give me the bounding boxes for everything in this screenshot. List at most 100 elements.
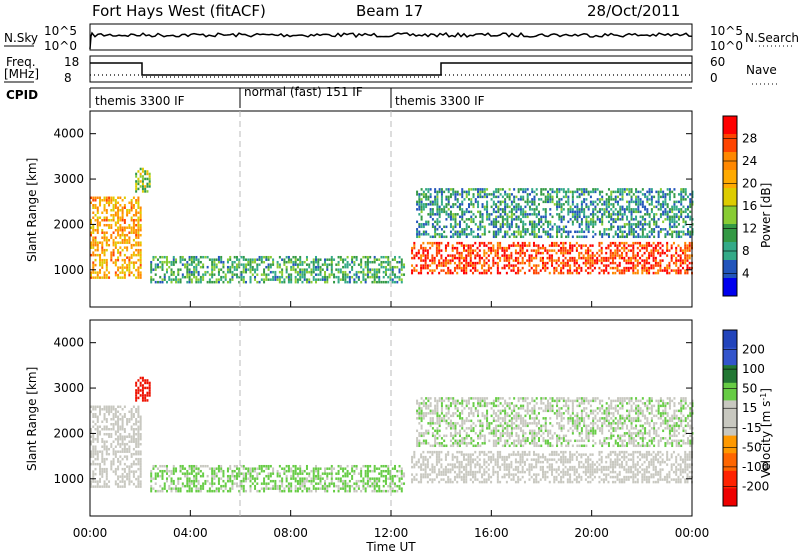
power-cell — [607, 233, 610, 236]
power-cell — [465, 269, 468, 272]
power-cell — [492, 193, 495, 196]
power-cell — [452, 215, 455, 219]
power-cell — [576, 205, 579, 209]
velocity-cell — [141, 394, 144, 397]
velocity-cell — [135, 418, 138, 421]
power-cell — [535, 213, 538, 216]
power-cell — [539, 259, 542, 262]
power-cell — [483, 225, 486, 229]
power-cell — [90, 271, 92, 274]
power-cell — [396, 280, 399, 284]
velocity-cell — [458, 463, 461, 466]
power-cell — [276, 260, 279, 264]
power-cell — [461, 190, 464, 194]
velocity-cell — [112, 408, 115, 411]
power-cell — [418, 193, 421, 196]
power-cell — [96, 271, 99, 274]
power-cell — [514, 256, 517, 260]
power-cell — [474, 266, 477, 270]
velocity-cell — [92, 440, 95, 443]
velocity-cell — [150, 472, 153, 475]
power-cell — [575, 241, 578, 245]
power-cell — [117, 258, 120, 262]
velocity-cell — [294, 472, 297, 475]
power-cell — [314, 265, 317, 269]
power-cell — [576, 210, 579, 214]
power-cell — [435, 241, 438, 245]
velocity-cell — [355, 464, 358, 468]
power-cell — [510, 200, 513, 204]
velocity-cell — [348, 479, 351, 483]
velocity-cell — [101, 445, 104, 448]
power-cell — [567, 195, 570, 199]
velocity-cell — [487, 473, 490, 476]
power-cell — [636, 254, 639, 257]
power-cell — [287, 280, 290, 284]
velocity-cell — [337, 487, 340, 490]
velocity-cell — [128, 472, 131, 476]
velocity-cell — [130, 418, 133, 421]
power-cell — [220, 278, 223, 281]
velocity-cell — [490, 458, 493, 461]
power-cell — [265, 258, 268, 261]
velocity-cell — [92, 447, 95, 451]
velocity-cell — [99, 405, 102, 409]
power-cell — [360, 265, 363, 269]
power-cell — [128, 226, 131, 229]
velocity-cell — [364, 489, 367, 493]
power-cell — [562, 230, 565, 234]
power-cell — [226, 270, 229, 274]
power-cell — [637, 205, 640, 209]
velocity-cell — [373, 479, 376, 483]
power-cell — [427, 213, 430, 216]
velocity-cell — [478, 480, 481, 484]
power-cell — [420, 218, 423, 221]
power-cell — [488, 215, 491, 219]
power-cell — [292, 255, 295, 259]
power-cell — [557, 259, 560, 262]
velocity-cell — [290, 482, 293, 485]
power-cell — [422, 264, 425, 267]
power-cell — [434, 235, 437, 239]
power-cell — [433, 256, 436, 260]
velocity-cell — [283, 467, 286, 470]
velocity-cell — [137, 405, 140, 409]
velocity-cell — [101, 475, 104, 478]
velocity-cell — [92, 435, 95, 438]
power-cell — [567, 213, 570, 216]
velocity-cell — [267, 467, 270, 470]
power-cell — [655, 223, 658, 226]
power-cell — [514, 244, 517, 247]
power-cell — [594, 208, 597, 211]
velocity-cell — [314, 482, 317, 485]
power-cell — [217, 280, 220, 284]
power-cell — [610, 203, 613, 206]
power-cell — [583, 208, 586, 211]
power-cell — [422, 246, 425, 250]
power-cell — [474, 249, 477, 252]
power-cell — [281, 275, 284, 279]
velocity-cell — [394, 474, 397, 478]
power-cell — [137, 273, 140, 277]
velocity-cell — [337, 472, 340, 475]
power-cell — [655, 213, 658, 216]
velocity-cell — [105, 457, 108, 461]
power-cell — [199, 255, 202, 259]
velocity-cell — [92, 405, 95, 409]
power-cell — [278, 270, 281, 274]
velocity-cell — [344, 484, 347, 488]
power-cell — [531, 228, 534, 231]
velocity-cell — [483, 473, 486, 476]
velocity-cell — [292, 474, 295, 478]
power-cell — [139, 211, 142, 214]
velocity-cell — [137, 445, 140, 448]
power-cell — [616, 264, 619, 267]
velocity-cell — [96, 430, 99, 433]
power-cell — [508, 264, 511, 267]
power-cell — [117, 231, 120, 234]
power-cell — [159, 280, 162, 284]
velocity-cell — [453, 478, 456, 481]
power-cell — [435, 249, 438, 252]
velocity-cell — [137, 386, 140, 390]
power-cell — [105, 263, 108, 267]
